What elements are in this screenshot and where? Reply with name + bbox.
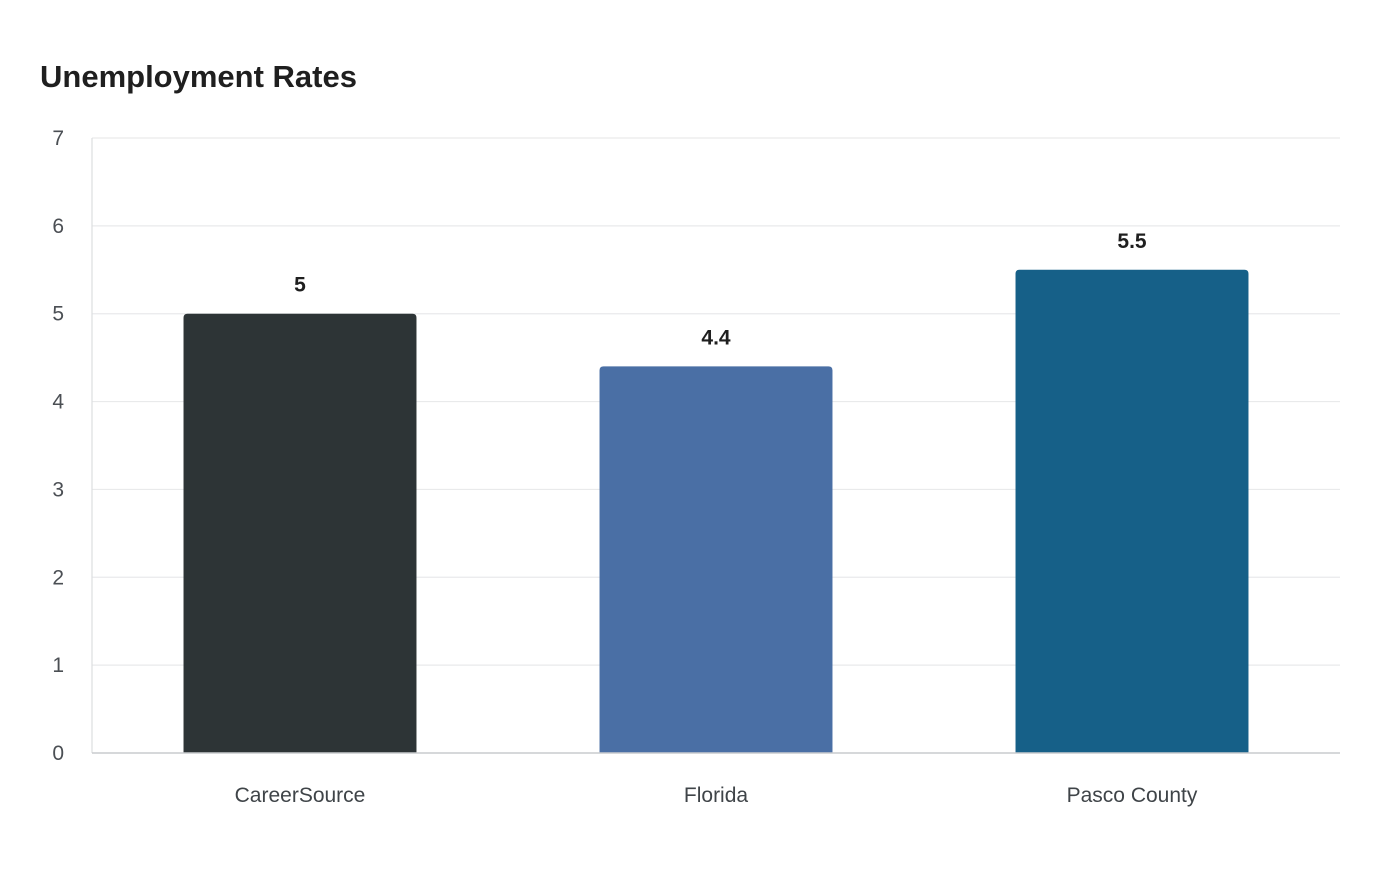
bar-careersource [183, 313, 417, 753]
bar-florida [599, 366, 833, 753]
data-label: 5 [294, 274, 306, 297]
bar-pasco-county [1015, 269, 1249, 753]
data-labels: 5 4.4 5.5 [294, 230, 1147, 350]
y-tick-labels: 0 1 2 3 4 5 6 7 [52, 127, 64, 765]
y-tick-label: 7 [52, 127, 64, 150]
data-label: 4.4 [701, 326, 731, 349]
x-category-label: Pasco County [1067, 784, 1198, 807]
chart-title: Unemployment Rates [40, 59, 357, 94]
y-tick-label: 1 [52, 654, 64, 677]
category-labels: CareerSource Florida Pasco County [235, 784, 1198, 807]
y-tick-label: 2 [52, 566, 64, 589]
bars [183, 269, 1249, 753]
x-category-label: Florida [684, 784, 749, 807]
y-tick-label: 0 [52, 742, 64, 765]
data-label: 5.5 [1117, 230, 1147, 253]
y-tick-label: 5 [52, 303, 64, 326]
y-tick-label: 3 [52, 478, 64, 501]
y-tick-label: 6 [52, 215, 64, 238]
y-tick-label: 4 [52, 391, 64, 414]
x-category-label: CareerSource [235, 784, 366, 807]
